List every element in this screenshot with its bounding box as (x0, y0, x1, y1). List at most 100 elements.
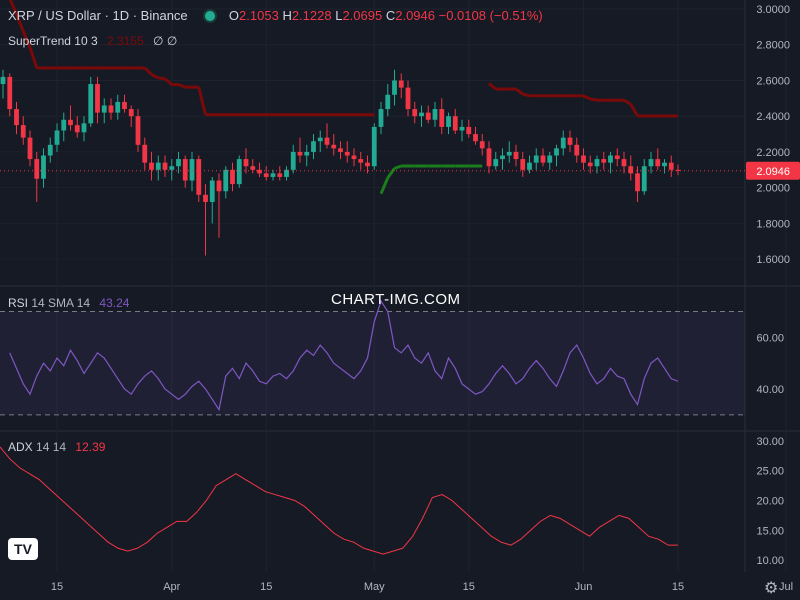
candle-body (189, 159, 195, 181)
adx-params: 14 14 (36, 440, 67, 454)
rsi-line (9, 299, 679, 412)
market-status-icon (205, 11, 216, 21)
adx-tick-label: 30.00 (756, 436, 784, 448)
candle-body (466, 126, 472, 135)
candle-body (142, 144, 148, 163)
candle-body (574, 144, 580, 156)
price-tick-label: 2.8000 (756, 40, 790, 52)
candle-body (20, 125, 26, 138)
candle-body (324, 137, 330, 145)
candle-body (540, 155, 546, 163)
candle-body (365, 162, 370, 167)
time-tick-label: 15 (463, 581, 475, 593)
price-tick-label: 2.2000 (756, 147, 790, 159)
last-price-badge (746, 161, 800, 180)
candle-body (628, 166, 634, 174)
candle-body (61, 119, 67, 131)
candle-body (27, 137, 33, 160)
supertrend-segment (522, 92, 530, 98)
open-key: O (228, 8, 240, 23)
candle-body (236, 159, 242, 185)
supertrend-legend[interactable]: SuperTrend 10 3 2.3155 ∅ ∅ (8, 34, 177, 48)
candle-body (419, 112, 424, 117)
tradingview-logo[interactable]: TV (8, 538, 38, 560)
candle-body (169, 166, 175, 170)
supertrend-segment (582, 94, 591, 101)
candle-body (486, 148, 492, 167)
candle-body (277, 173, 283, 177)
candle-body (392, 80, 397, 95)
candle-body (358, 159, 364, 163)
candle-body (554, 148, 559, 156)
adx-value: 12.39 (75, 440, 106, 454)
candle-body (216, 180, 222, 192)
supertrend-segment (158, 76, 166, 81)
candle-body (567, 137, 573, 145)
supertrend-segment (164, 77, 173, 86)
candle-body (263, 173, 269, 177)
supertrend-value: 2.3155 (106, 34, 144, 48)
supertrend-segment (623, 98, 632, 106)
candle-body (311, 141, 316, 152)
candle-body (635, 173, 640, 192)
candle-body (14, 109, 19, 126)
candle-body (513, 151, 519, 160)
price-tick-label: 1.6000 (756, 254, 790, 266)
symbol-title[interactable]: XRP / US Dollar · 1D · Binance (8, 8, 188, 23)
candle-body (7, 76, 13, 110)
candle-body (614, 155, 620, 160)
candle-body (317, 137, 323, 142)
candle-body (587, 162, 593, 167)
candle-body (230, 169, 235, 185)
candle-body (581, 155, 586, 163)
candle-body (385, 94, 391, 110)
candle-body (520, 159, 526, 170)
candle-body (88, 84, 94, 124)
candle-body (344, 151, 350, 156)
candle-body (297, 151, 303, 156)
rsi-band-fill (0, 311, 745, 415)
candle-body (155, 162, 161, 170)
candle-body (452, 116, 458, 131)
rsi-params: 14 SMA 14 (31, 296, 91, 310)
candle-body (135, 116, 141, 145)
supertrend-segment (197, 86, 207, 116)
candle-body (149, 162, 154, 170)
rsi-tick-label: 60.00 (756, 332, 784, 344)
time-tick-label: Apr (163, 581, 180, 593)
candle-body (351, 155, 357, 160)
candle-body (446, 116, 451, 127)
supertrend-segment (589, 97, 598, 102)
candle-body (128, 109, 134, 117)
supertrend-segment (515, 87, 524, 96)
candle-body (412, 109, 418, 117)
candle-body (243, 159, 249, 167)
close-key: C (385, 8, 396, 23)
adx-label: ADX (8, 440, 33, 454)
candle-body (371, 126, 377, 167)
change-value: −0.0108 (−0.51%) (438, 8, 543, 23)
candle-body (378, 109, 384, 127)
supertrend-segment (28, 47, 39, 69)
adx-legend[interactable]: ADX 14 14 12.39 (8, 440, 105, 454)
supertrend-segment (15, 13, 25, 32)
supertrend-extra: ∅ ∅ (153, 34, 178, 48)
rsi-legend[interactable]: RSI 14 SMA 14 43.24 (8, 296, 129, 310)
candle-body (338, 148, 343, 152)
candle-body (648, 159, 654, 167)
candle-body (594, 159, 600, 167)
close-value: 2.0946 (395, 8, 435, 23)
gear-icon[interactable]: ⚙ (764, 580, 779, 597)
candle-body (493, 159, 499, 167)
candle-body (500, 155, 505, 160)
candle-body (621, 159, 627, 167)
time-tick-label: 15 (672, 581, 684, 593)
candle-body (560, 137, 566, 149)
candle-body (34, 159, 40, 179)
candle-body (250, 166, 256, 170)
candle-body (196, 159, 202, 195)
price-tick-label: 2.6000 (756, 75, 790, 87)
time-tick-label: May (364, 581, 385, 593)
